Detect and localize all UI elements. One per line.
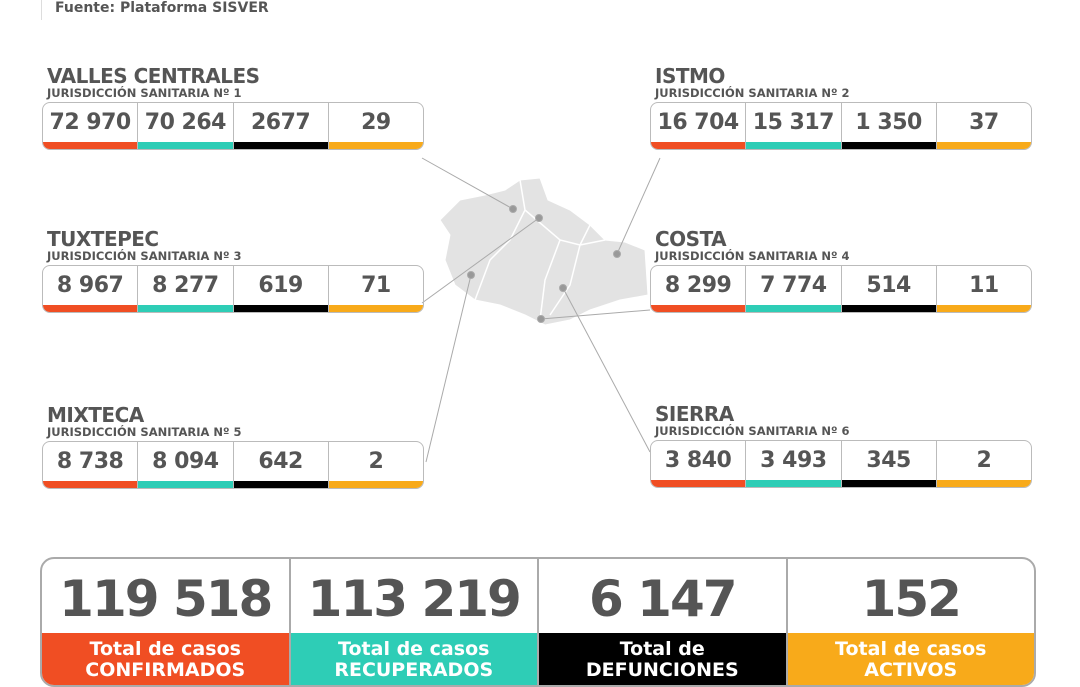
region-subtitle: JURISDICCIÓN SANITARIA Nº 5 <box>47 425 242 439</box>
active-value: 71 <box>328 266 423 312</box>
label-line2: RECUPERADOS <box>334 659 494 681</box>
total-label: Total de casos RECUPERADOS <box>290 633 537 685</box>
total-value: 152 <box>861 570 962 628</box>
label-line2: DEFUNCIONES <box>585 659 739 681</box>
total-recovered: 113 219 Total de casos RECUPERADOS <box>290 559 539 685</box>
region-stats: 72 970 70 264 2677 29 <box>42 102 424 150</box>
region-stats: 16 704 15 317 1 350 37 <box>650 102 1032 150</box>
region-valles-centrales: VALLES CENTRALES JURISDICCIÓN SANITARIA … <box>42 66 424 150</box>
oaxaca-map <box>439 177 649 326</box>
active-value: 2 <box>936 441 1031 487</box>
recovered-value: 7 774 <box>746 266 842 312</box>
totals-panel: 119 518 Total de casos CONFIRMADOS 113 21… <box>40 557 1036 687</box>
active-value: 29 <box>328 103 423 149</box>
region-subtitle: JURISDICCIÓN SANITARIA Nº 3 <box>47 249 242 263</box>
total-label: Total de casos ACTIVOS <box>787 633 1034 685</box>
source-box-edge <box>41 0 42 20</box>
deaths-value: 642 <box>233 442 329 488</box>
source-text: Fuente: Plataforma SISVER <box>55 0 269 16</box>
label-line2: CONFIRMADOS <box>85 659 246 681</box>
region-name: ISTMO <box>655 64 725 88</box>
recovered-value: 3 493 <box>746 441 842 487</box>
recovered-value: 8 277 <box>138 266 234 312</box>
active-value: 2 <box>328 442 423 488</box>
region-subtitle: JURISDICCIÓN SANITARIA Nº 6 <box>655 424 850 438</box>
region-subtitle: JURISDICCIÓN SANITARIA Nº 4 <box>655 249 850 263</box>
region-name: VALLES CENTRALES <box>47 64 260 88</box>
active-value: 11 <box>936 266 1031 312</box>
recovered-value: 8 094 <box>138 442 234 488</box>
recovered-value: 70 264 <box>138 103 234 149</box>
label-line1: Total de casos <box>89 638 241 660</box>
region-sierra: SIERRA JURISDICCIÓN SANITARIA Nº 6 3 840… <box>650 404 1032 488</box>
region-name: TUXTEPEC <box>47 227 159 251</box>
total-value: 119 518 <box>59 570 273 628</box>
deaths-value: 514 <box>841 266 937 312</box>
label-line2: ACTIVOS <box>864 659 958 681</box>
recovered-value: 15 317 <box>746 103 842 149</box>
region-istmo: ISTMO JURISDICCIÓN SANITARIA Nº 2 16 704… <box>650 66 1032 150</box>
total-confirmed: 119 518 Total de casos CONFIRMADOS <box>42 559 291 685</box>
deaths-value: 619 <box>233 266 329 312</box>
region-subtitle: JURISDICCIÓN SANITARIA Nº 2 <box>655 86 850 100</box>
confirmed-value: 72 970 <box>43 103 139 149</box>
confirmed-value: 8 967 <box>43 266 139 312</box>
active-value: 37 <box>936 103 1031 149</box>
region-name: SIERRA <box>655 402 734 426</box>
total-deaths: 6 147 Total de DEFUNCIONES <box>539 559 788 685</box>
region-name: MIXTECA <box>47 403 144 427</box>
region-name: COSTA <box>655 227 727 251</box>
confirmed-value: 3 840 <box>651 441 747 487</box>
total-label: Total de DEFUNCIONES <box>539 633 786 685</box>
label-line1: Total de casos <box>835 638 987 660</box>
confirmed-value: 8 738 <box>43 442 139 488</box>
label-line1: Total de casos <box>338 638 490 660</box>
region-stats: 8 967 8 277 619 71 <box>42 265 424 313</box>
region-costa: COSTA JURISDICCIÓN SANITARIA Nº 4 8 299 … <box>650 229 1032 313</box>
region-stats: 8 299 7 774 514 11 <box>650 265 1032 313</box>
region-tuxtepec: TUXTEPEC JURISDICCIÓN SANITARIA Nº 3 8 9… <box>42 229 424 313</box>
region-subtitle: JURISDICCIÓN SANITARIA Nº 1 <box>47 86 242 100</box>
deaths-value: 2677 <box>233 103 329 149</box>
total-active: 152 Total de casos ACTIVOS <box>787 559 1034 685</box>
total-value: 6 147 <box>588 570 738 628</box>
label-line1: Total de <box>619 638 705 660</box>
total-label: Total de casos CONFIRMADOS <box>42 633 289 685</box>
region-stats: 3 840 3 493 345 2 <box>650 440 1032 488</box>
confirmed-value: 16 704 <box>651 103 747 149</box>
total-value: 113 219 <box>307 570 522 628</box>
region-stats: 8 738 8 094 642 2 <box>42 441 424 489</box>
confirmed-value: 8 299 <box>651 266 747 312</box>
region-mixteca: MIXTECA JURISDICCIÓN SANITARIA Nº 5 8 73… <box>42 405 424 489</box>
deaths-value: 345 <box>841 441 937 487</box>
deaths-value: 1 350 <box>841 103 937 149</box>
